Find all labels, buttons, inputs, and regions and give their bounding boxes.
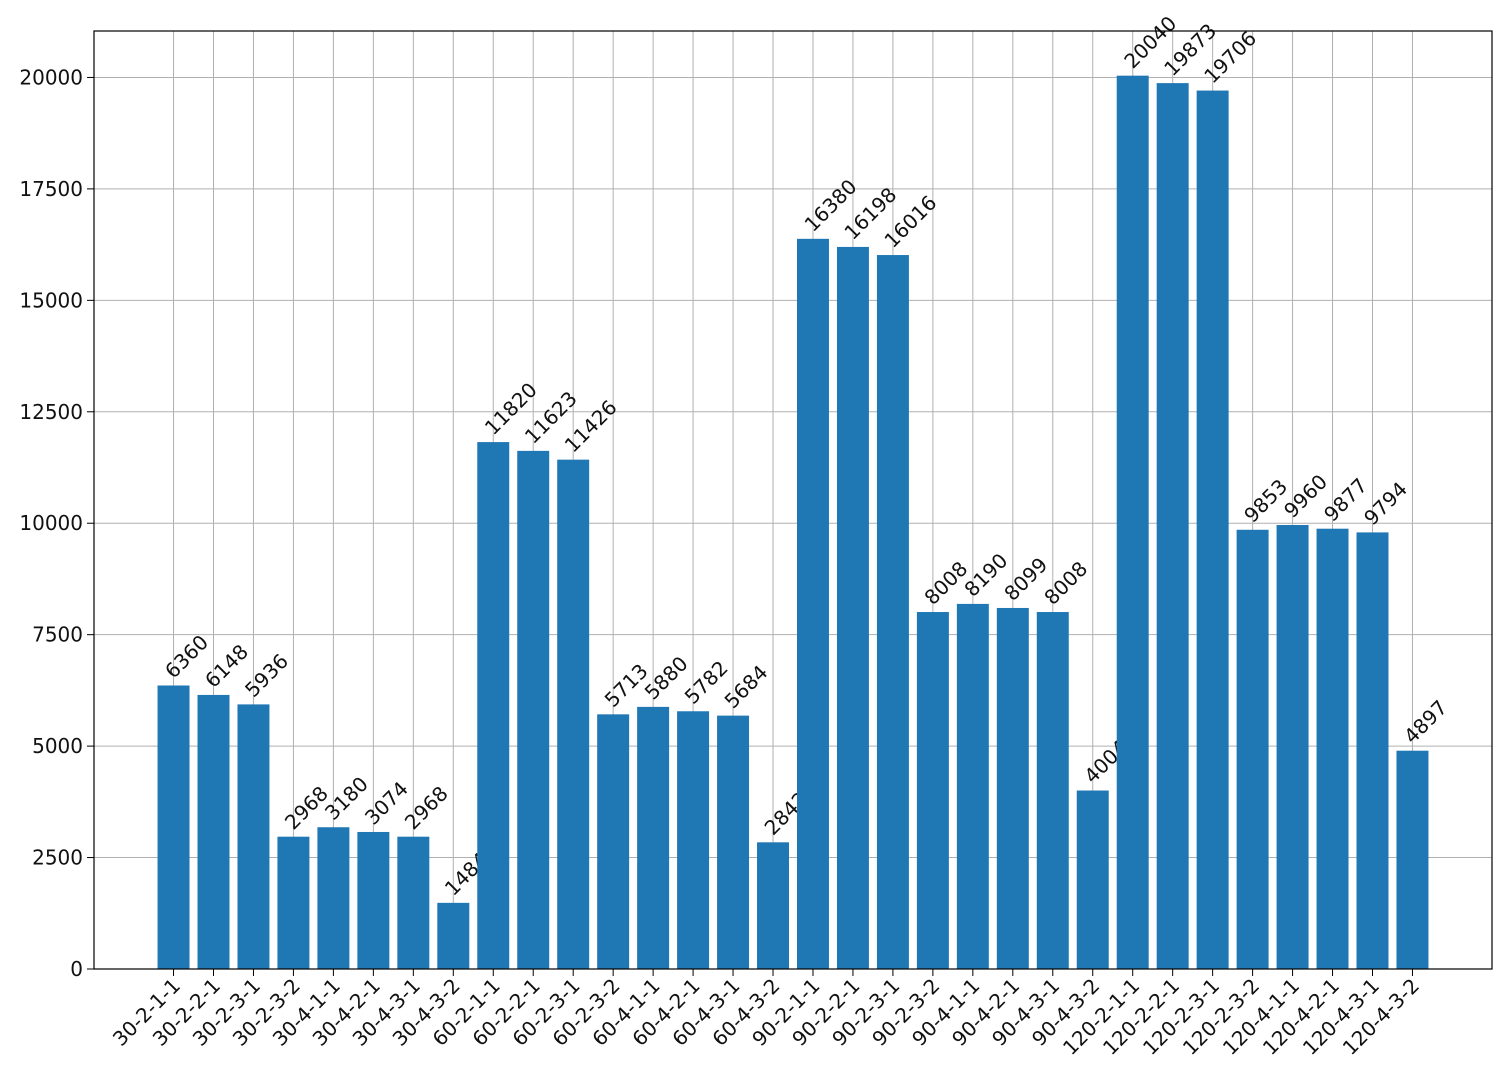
plot-frame bbox=[93, 30, 1493, 970]
y-tick-label: 0 bbox=[70, 957, 83, 981]
y-tick-label: 10000 bbox=[19, 511, 83, 535]
bar bbox=[277, 836, 310, 969]
bar bbox=[1276, 525, 1309, 969]
bar bbox=[1156, 83, 1189, 970]
bar bbox=[317, 827, 350, 969]
bar bbox=[916, 612, 949, 969]
bar bbox=[1076, 790, 1109, 969]
bar bbox=[836, 246, 869, 969]
bar bbox=[677, 711, 710, 969]
bar bbox=[956, 603, 989, 969]
bar bbox=[437, 902, 470, 969]
bar bbox=[237, 704, 270, 969]
bar bbox=[517, 450, 550, 969]
data-label: 9794 bbox=[1359, 477, 1412, 530]
y-tick-label: 2500 bbox=[32, 846, 83, 870]
bar bbox=[1116, 75, 1149, 969]
y-tick-label: 17500 bbox=[19, 177, 83, 201]
y-tick-label: 15000 bbox=[19, 288, 83, 312]
bar bbox=[717, 715, 750, 969]
bar bbox=[996, 607, 1029, 969]
y-tick-label: 12500 bbox=[19, 400, 83, 424]
bar bbox=[197, 694, 230, 969]
bar bbox=[1036, 612, 1069, 969]
bar bbox=[796, 238, 829, 969]
bar bbox=[1356, 532, 1389, 969]
data-label: 4897 bbox=[1399, 695, 1452, 748]
bar bbox=[757, 842, 790, 969]
y-tick-label: 7500 bbox=[32, 623, 83, 647]
bar bbox=[557, 459, 590, 969]
bar bbox=[1396, 750, 1429, 969]
bar bbox=[157, 685, 190, 969]
bar bbox=[1236, 529, 1269, 969]
y-tick-label: 20000 bbox=[19, 65, 83, 89]
bar bbox=[1196, 90, 1229, 970]
y-tick-label: 5000 bbox=[32, 734, 83, 758]
bar bbox=[876, 255, 909, 969]
bar bbox=[597, 714, 630, 969]
bar bbox=[637, 706, 670, 969]
bar bbox=[1316, 528, 1349, 969]
bar bbox=[357, 831, 390, 969]
bar bbox=[477, 442, 510, 969]
bar bbox=[397, 836, 430, 969]
